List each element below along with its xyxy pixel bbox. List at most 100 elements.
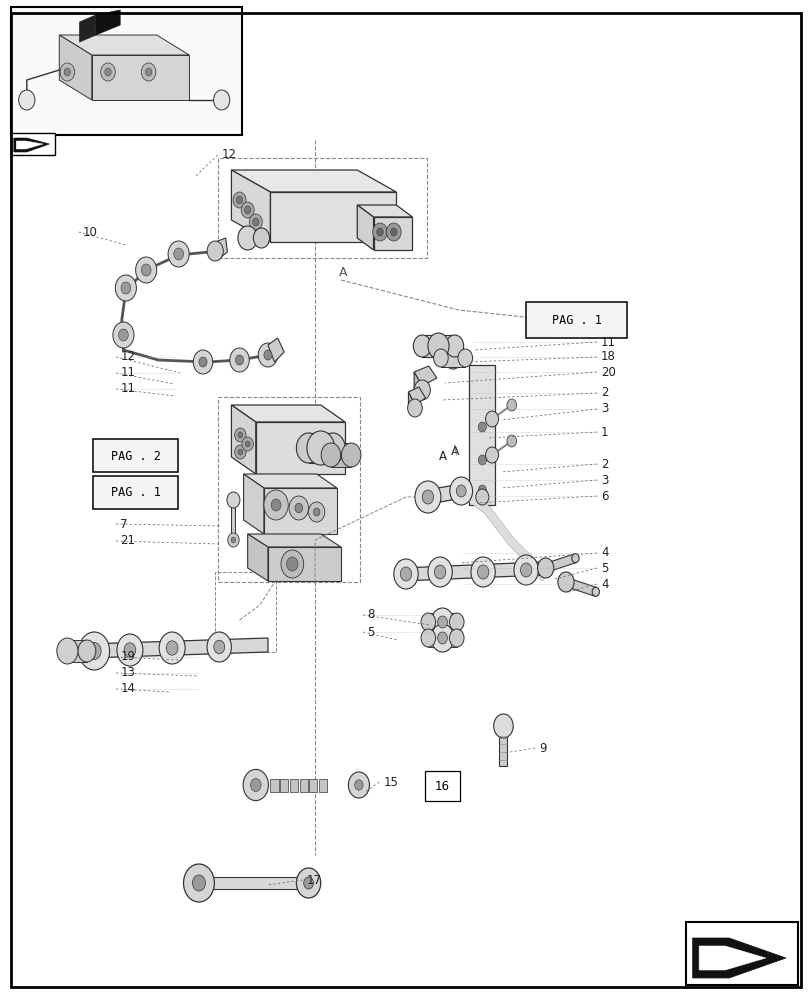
Circle shape — [101, 63, 115, 81]
Circle shape — [320, 433, 345, 463]
Circle shape — [168, 241, 189, 267]
Circle shape — [113, 322, 134, 348]
Text: 2: 2 — [600, 386, 607, 399]
Circle shape — [520, 563, 531, 577]
Text: 4: 4 — [600, 546, 607, 560]
Circle shape — [478, 422, 486, 432]
Circle shape — [557, 572, 573, 592]
Circle shape — [105, 68, 111, 76]
Circle shape — [64, 68, 71, 76]
Bar — [469, 365, 495, 505]
Circle shape — [444, 347, 461, 369]
Circle shape — [341, 443, 360, 467]
Circle shape — [238, 226, 257, 250]
Circle shape — [433, 349, 448, 367]
Text: 1: 1 — [600, 426, 607, 438]
Circle shape — [571, 554, 578, 563]
Polygon shape — [414, 372, 422, 394]
Text: 18: 18 — [600, 351, 615, 363]
Circle shape — [485, 411, 498, 427]
Text: 5: 5 — [600, 562, 607, 574]
Polygon shape — [231, 170, 396, 192]
Bar — [425, 771, 459, 801]
Circle shape — [78, 640, 96, 662]
Circle shape — [87, 642, 101, 660]
Bar — [215, 572, 276, 652]
Circle shape — [542, 564, 548, 572]
Circle shape — [372, 223, 387, 241]
Circle shape — [407, 399, 422, 417]
Polygon shape — [268, 547, 341, 581]
Circle shape — [233, 192, 246, 208]
Circle shape — [226, 492, 239, 508]
Circle shape — [478, 485, 486, 495]
Polygon shape — [357, 205, 373, 250]
Polygon shape — [330, 443, 350, 467]
Polygon shape — [308, 433, 333, 463]
Bar — [299, 778, 307, 792]
Circle shape — [320, 443, 340, 467]
Circle shape — [249, 214, 262, 230]
Text: 9: 9 — [539, 742, 546, 754]
Polygon shape — [247, 534, 268, 581]
Text: PAG . 2: PAG . 2 — [110, 450, 161, 462]
Circle shape — [400, 567, 411, 581]
Circle shape — [207, 241, 223, 261]
Polygon shape — [243, 474, 337, 488]
Polygon shape — [247, 534, 341, 547]
Circle shape — [393, 559, 418, 589]
Circle shape — [449, 477, 472, 505]
Circle shape — [456, 485, 466, 497]
Polygon shape — [373, 217, 412, 250]
Circle shape — [281, 550, 303, 578]
Circle shape — [485, 447, 498, 463]
Circle shape — [166, 641, 178, 655]
Circle shape — [258, 343, 277, 367]
Polygon shape — [14, 138, 49, 152]
Text: 12: 12 — [120, 351, 135, 363]
Polygon shape — [698, 946, 765, 970]
Text: 3: 3 — [600, 402, 607, 416]
Circle shape — [117, 634, 143, 666]
Text: 5: 5 — [367, 626, 374, 639]
Circle shape — [79, 632, 109, 670]
Circle shape — [199, 357, 207, 367]
Circle shape — [241, 202, 254, 218]
Text: 3: 3 — [600, 474, 607, 487]
Circle shape — [308, 502, 324, 522]
Circle shape — [427, 557, 452, 587]
Circle shape — [513, 555, 538, 585]
Circle shape — [244, 206, 251, 214]
Circle shape — [213, 90, 230, 110]
Circle shape — [475, 489, 488, 505]
Circle shape — [174, 248, 183, 260]
Circle shape — [427, 333, 448, 359]
Circle shape — [124, 643, 135, 657]
Bar — [319, 778, 327, 792]
Circle shape — [250, 778, 261, 792]
Circle shape — [192, 875, 205, 891]
Bar — [217, 158, 427, 258]
Circle shape — [421, 613, 435, 631]
Circle shape — [286, 557, 298, 571]
Polygon shape — [92, 55, 189, 100]
Polygon shape — [440, 349, 465, 367]
Circle shape — [296, 868, 320, 898]
Circle shape — [591, 587, 599, 596]
Circle shape — [413, 335, 431, 357]
Polygon shape — [408, 387, 425, 405]
Circle shape — [118, 329, 128, 341]
Polygon shape — [59, 35, 189, 55]
Circle shape — [294, 503, 303, 513]
Circle shape — [238, 432, 242, 438]
Circle shape — [230, 537, 235, 543]
Polygon shape — [270, 192, 396, 242]
Circle shape — [434, 565, 445, 579]
Text: PAG . 1: PAG . 1 — [551, 314, 601, 326]
Bar — [499, 726, 507, 766]
Circle shape — [238, 449, 242, 455]
Text: 6: 6 — [600, 489, 607, 502]
Text: 10: 10 — [83, 226, 97, 238]
Polygon shape — [16, 141, 43, 149]
Polygon shape — [408, 392, 414, 409]
